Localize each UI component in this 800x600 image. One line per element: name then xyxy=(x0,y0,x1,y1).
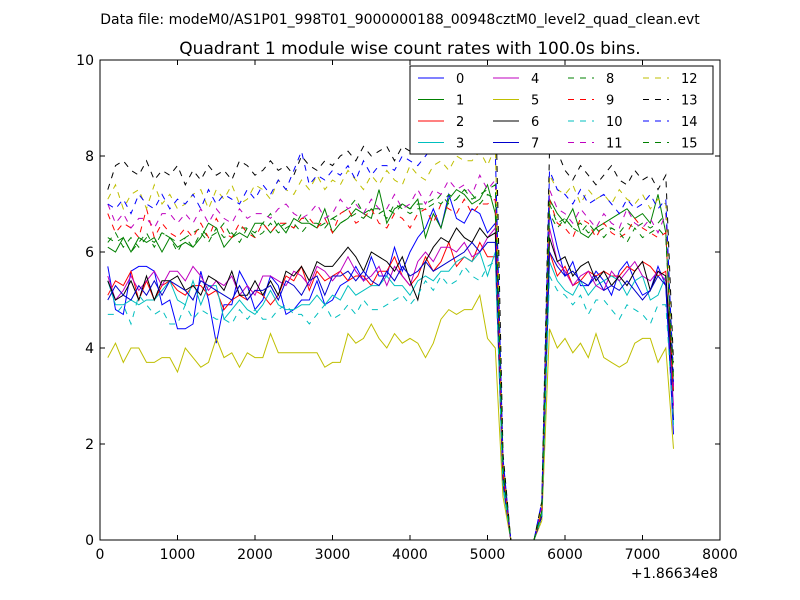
y-tick-label: 2 xyxy=(85,437,94,453)
legend-label-15: 15 xyxy=(681,137,698,152)
chart-title: Quadrant 1 module wise count rates with … xyxy=(179,39,640,59)
series-line-10 xyxy=(107,260,674,540)
series-line-2 xyxy=(107,240,674,540)
series-line-9 xyxy=(107,198,674,540)
y-tick-label: 10 xyxy=(76,53,94,69)
series-line-5 xyxy=(107,293,674,540)
x-tick-label: 8000 xyxy=(702,547,738,563)
legend-label-4: 4 xyxy=(531,72,539,87)
legend-label-7: 7 xyxy=(531,137,539,152)
legend-label-3: 3 xyxy=(456,137,464,152)
legend-box xyxy=(409,65,714,155)
x-tick-label: 0 xyxy=(96,547,105,563)
y-tick-label: 0 xyxy=(85,533,94,549)
legend-label-9: 9 xyxy=(606,94,614,109)
series-line-14 xyxy=(107,116,674,540)
y-tick-label: 6 xyxy=(85,245,94,261)
legend-label-0: 0 xyxy=(456,72,464,87)
figure-suptitle: Data file: modeM0/AS1P01_998T01_90000001… xyxy=(100,12,700,28)
x-offset-label: +1.86634e8 xyxy=(631,566,718,582)
x-tick-label: 2000 xyxy=(237,547,273,563)
x-tick-label: 6000 xyxy=(547,547,583,563)
legend-label-13: 13 xyxy=(681,94,698,109)
legend-label-1: 1 xyxy=(456,94,464,109)
legend-label-6: 6 xyxy=(531,115,539,130)
x-tick-label: 4000 xyxy=(392,547,428,563)
x-tick-label: 5000 xyxy=(470,547,506,563)
legend-label-8: 8 xyxy=(606,72,614,87)
series-line-7 xyxy=(107,241,674,540)
legend-label-10: 10 xyxy=(606,115,623,130)
series-line-6 xyxy=(107,227,674,540)
series-line-12 xyxy=(107,146,674,540)
x-tick-label: 7000 xyxy=(625,547,661,563)
series-layer xyxy=(107,82,674,540)
legend-label-11: 11 xyxy=(606,137,623,152)
x-tick-label: 3000 xyxy=(315,547,351,563)
legend-label-14: 14 xyxy=(681,115,698,130)
y-tick-label: 4 xyxy=(85,341,94,357)
legend-label-2: 2 xyxy=(456,115,464,130)
series-line-15 xyxy=(107,183,674,540)
y-tick-label: 8 xyxy=(85,149,94,165)
legend-label-5: 5 xyxy=(531,94,539,109)
series-line-1 xyxy=(107,183,674,540)
legend-label-12: 12 xyxy=(681,72,698,87)
series-line-13 xyxy=(107,82,674,540)
series-line-3 xyxy=(107,250,674,540)
x-tick-label: 1000 xyxy=(160,547,196,563)
